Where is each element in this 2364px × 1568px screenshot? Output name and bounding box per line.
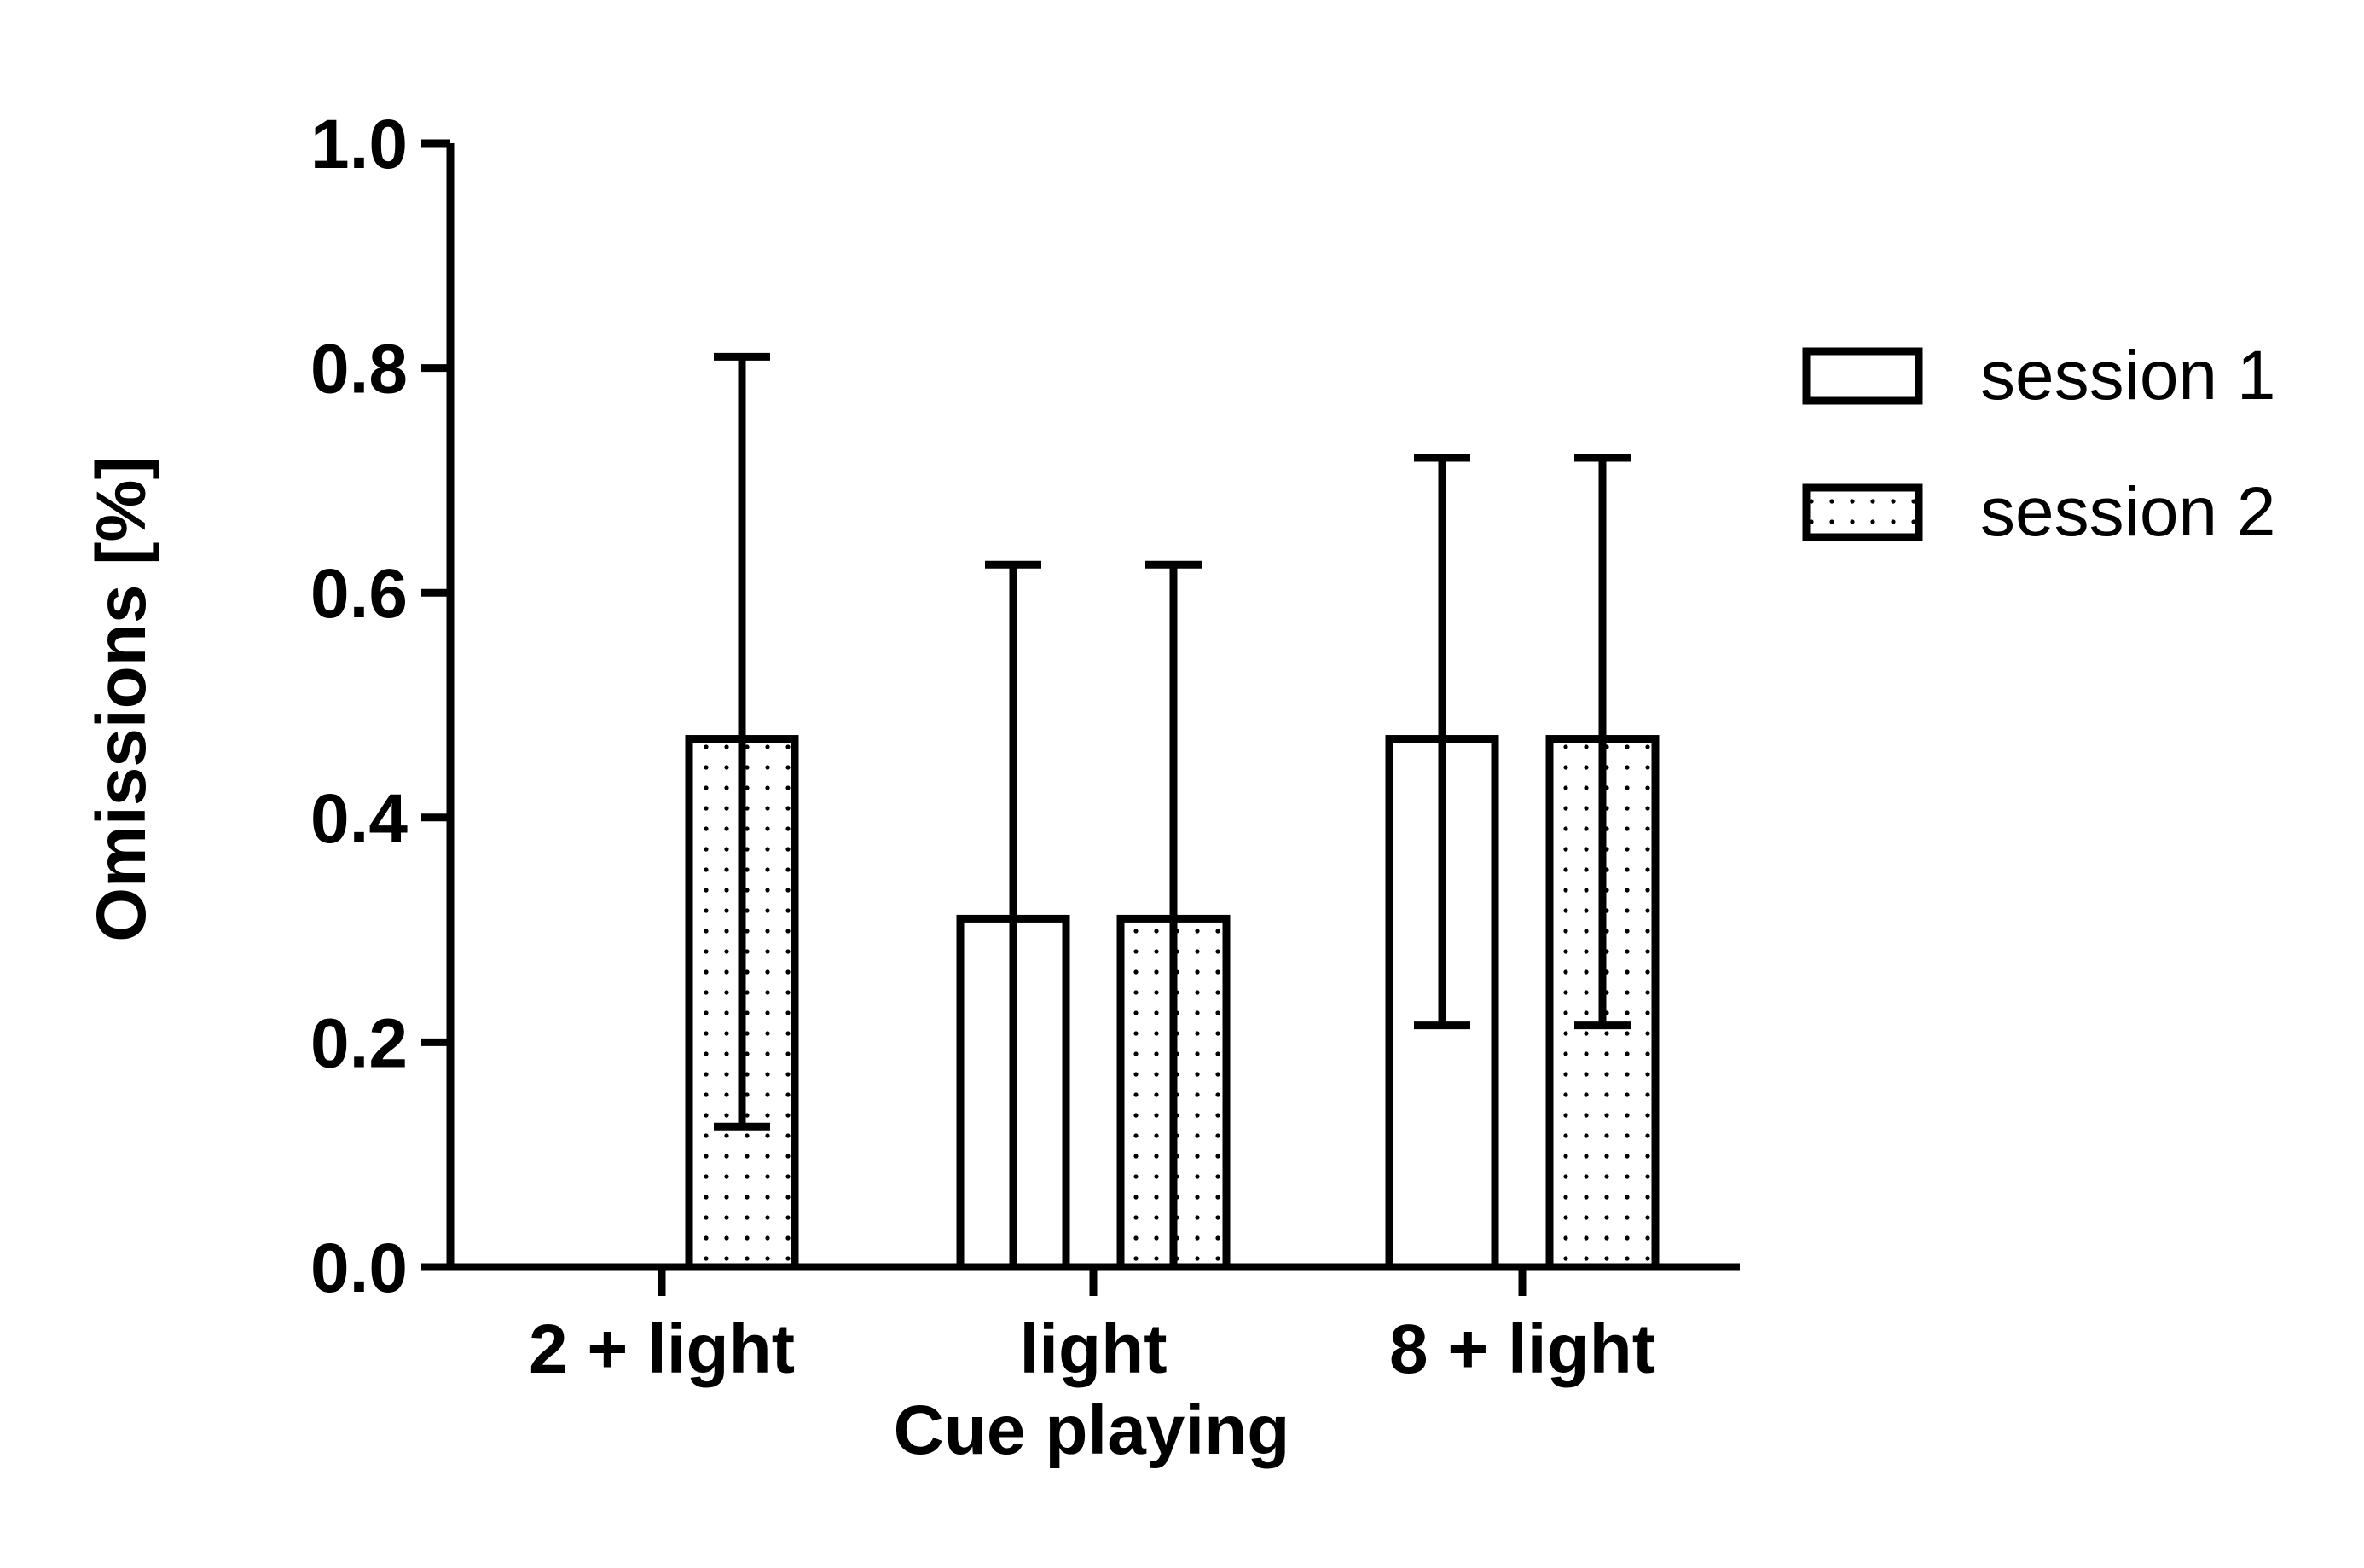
legend-swatch-2 bbox=[1802, 483, 1923, 541]
axes bbox=[421, 139, 1740, 1296]
y-tick-label: 0.6 bbox=[310, 555, 408, 633]
x-axis-title: Cue playing bbox=[894, 1392, 1290, 1469]
x-tick-label: 8 + light bbox=[1389, 1311, 1655, 1388]
legend-label-2: session 2 bbox=[1980, 473, 2275, 551]
y-tick-label: 0.2 bbox=[310, 1004, 408, 1082]
y-axis-title: Omissions [%] bbox=[83, 456, 160, 942]
y-tick-label: 0.8 bbox=[310, 331, 408, 408]
legend-swatch-1 bbox=[1802, 347, 1923, 405]
y-tick-label: 1.0 bbox=[310, 106, 408, 183]
legend-label-1: session 1 bbox=[1980, 337, 2275, 414]
legend: session 1 session 2 bbox=[1802, 337, 2275, 551]
x-tick-label: light bbox=[1019, 1311, 1167, 1388]
y-tick-label: 0.0 bbox=[310, 1230, 408, 1307]
x-tick-label: 2 + light bbox=[529, 1311, 795, 1388]
y-tick-label: 0.4 bbox=[310, 780, 408, 858]
error-bars-layer bbox=[714, 352, 1631, 1267]
axis-labels: 0.0 0.2 0.4 0.6 0.8 1.0 2 + light light 8 + ligh… bbox=[310, 106, 1655, 1388]
